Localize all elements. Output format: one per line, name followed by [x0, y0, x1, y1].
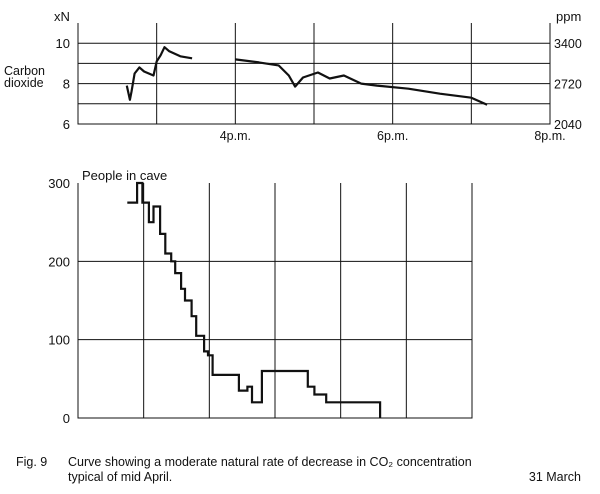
co2-x-tick-label: 4p.m. [220, 129, 251, 143]
co2-x-tick-label: 8p.m. [534, 129, 565, 143]
co2-y-axis-label-line: dioxide [4, 76, 44, 90]
people-y-tick-label: 200 [48, 254, 70, 269]
people-step-line [127, 181, 382, 418]
caption-line-1: Curve showing a moderate natural rate of… [68, 455, 472, 469]
people-series [127, 181, 382, 418]
people-y-tick-label: 300 [48, 176, 70, 191]
co2-left-unit-label: xN [54, 9, 70, 24]
figure-number: Fig. 9 [16, 455, 48, 469]
people-y-tick-label: 0 [63, 411, 70, 426]
people-grid [77, 183, 473, 419]
co2-y-axis-label: Carbon dioxide [4, 64, 45, 90]
co2-right-y-tick-label: 2720 [554, 78, 582, 92]
co2-y-axis-label-line: Carbon [4, 64, 45, 78]
co2-series-line [125, 46, 193, 101]
caption-line-2: typical of mid April. [68, 470, 173, 484]
figure-caption: Fig. 9 Curve showing a moderate natural … [16, 455, 581, 485]
co2-series-line [235, 58, 488, 106]
co2-chart: 4p.m. 6p.m. 8p.m. 6 8 10 2040 2720 3400 xN ppm C… [4, 9, 582, 143]
caption-row-1: Fig. 9 Curve showing a moderate natural … [16, 455, 581, 470]
co2-tick-labels: 4p.m. 6p.m. 8p.m. 6 8 10 2040 2720 3400 [56, 36, 582, 143]
co2-series [125, 46, 488, 106]
people-chart: 0 100 200 300 People in cave [48, 168, 473, 426]
co2-left-y-tick-label: 6 [63, 117, 70, 132]
caption-date: 31 March [528, 470, 581, 484]
co2-x-tick-label: 6p.m. [377, 129, 408, 143]
co2-right-y-tick-label: 2040 [554, 118, 582, 132]
people-chart-title: People in cave [82, 168, 167, 183]
co2-left-y-tick-label: 10 [56, 36, 70, 51]
people-y-tick-label: 100 [48, 333, 70, 348]
co2-left-y-tick-label: 8 [63, 77, 70, 92]
people-tick-labels: 0 100 200 300 [48, 176, 70, 426]
co2-right-y-tick-label: 3400 [554, 37, 582, 51]
caption-row-2: typical of mid April. 31 March [16, 470, 581, 485]
co2-right-unit-label: ppm [556, 9, 581, 24]
